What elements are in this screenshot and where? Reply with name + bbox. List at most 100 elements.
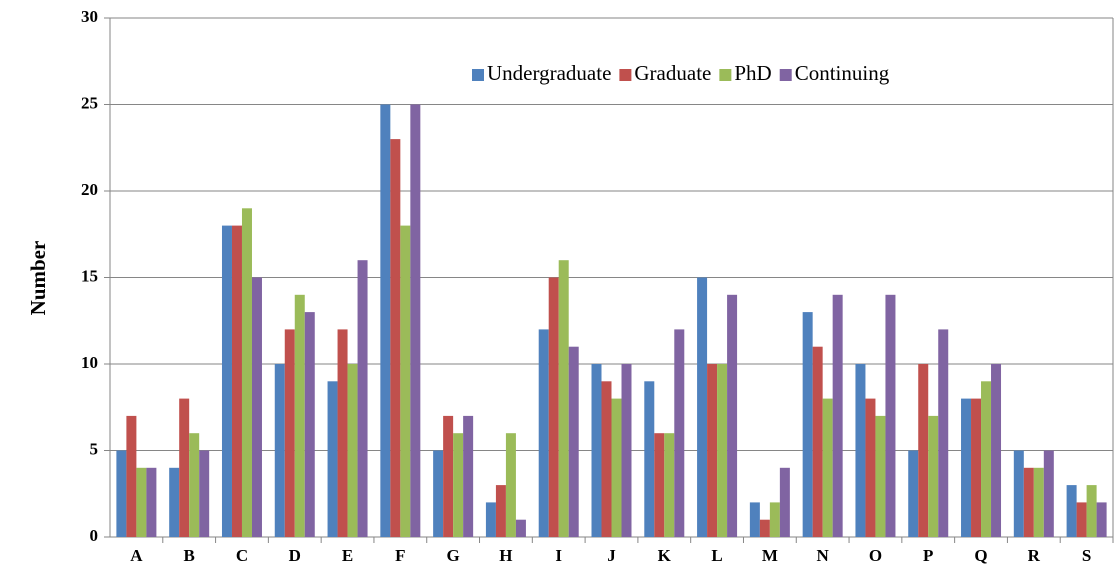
bar bbox=[189, 433, 200, 537]
bar bbox=[717, 364, 728, 537]
bar bbox=[294, 294, 305, 537]
bar bbox=[802, 312, 813, 537]
bar bbox=[347, 364, 358, 537]
bar bbox=[664, 433, 675, 537]
x-tick-label: G bbox=[447, 546, 460, 565]
x-tick-label: D bbox=[289, 546, 301, 565]
y-tick-label: 20 bbox=[81, 180, 98, 199]
bar bbox=[855, 364, 866, 537]
bar bbox=[865, 398, 876, 537]
bar bbox=[169, 467, 180, 537]
bar bbox=[116, 450, 127, 537]
legend-label: Continuing bbox=[795, 61, 890, 85]
bar bbox=[443, 415, 454, 537]
legend-swatch bbox=[472, 69, 484, 81]
y-tick-label: 0 bbox=[90, 526, 99, 545]
x-tick-label: O bbox=[869, 546, 882, 565]
bar bbox=[485, 502, 496, 537]
y-tick-label: 15 bbox=[81, 266, 98, 285]
bar bbox=[463, 415, 474, 537]
bar bbox=[1076, 502, 1087, 537]
bar bbox=[885, 294, 896, 537]
legend-label: Graduate bbox=[634, 61, 711, 85]
bar bbox=[1043, 450, 1054, 537]
bar bbox=[568, 346, 579, 537]
bar bbox=[327, 381, 338, 537]
bar bbox=[759, 519, 770, 537]
legend-swatch bbox=[619, 69, 632, 81]
bar bbox=[908, 450, 919, 537]
legend-swatch bbox=[719, 69, 732, 81]
x-tick-label: R bbox=[1028, 546, 1041, 565]
x-tick-label: J bbox=[607, 546, 616, 565]
y-tick-label: 30 bbox=[81, 7, 98, 26]
bar bbox=[707, 364, 718, 537]
x-tick-label: A bbox=[130, 546, 143, 565]
bar bbox=[697, 277, 708, 537]
bar bbox=[357, 260, 368, 537]
bar bbox=[832, 294, 843, 537]
bar bbox=[981, 381, 992, 537]
x-tick-label: F bbox=[395, 546, 405, 565]
x-tick-label: C bbox=[236, 546, 248, 565]
bar bbox=[136, 467, 147, 537]
legend-label: Undergraduate bbox=[487, 61, 611, 85]
bar bbox=[231, 225, 242, 537]
bar bbox=[1013, 450, 1024, 537]
y-tick-label: 25 bbox=[81, 93, 98, 112]
bar bbox=[179, 398, 190, 537]
bar bbox=[251, 277, 262, 537]
bar bbox=[727, 294, 738, 537]
bar bbox=[221, 225, 232, 537]
bar bbox=[515, 519, 526, 537]
bar bbox=[1033, 467, 1044, 537]
legend-swatch bbox=[779, 69, 792, 81]
bar bbox=[938, 329, 949, 537]
bar bbox=[1096, 502, 1107, 537]
x-tick-label: P bbox=[923, 546, 933, 565]
bar bbox=[1066, 485, 1077, 537]
x-tick-label: E bbox=[342, 546, 353, 565]
x-tick-label: B bbox=[184, 546, 195, 565]
x-tick-label: I bbox=[555, 546, 562, 565]
bar bbox=[1023, 467, 1034, 537]
bar bbox=[505, 433, 516, 537]
bar bbox=[495, 485, 506, 537]
bar bbox=[769, 502, 780, 537]
bar bbox=[390, 139, 401, 537]
bar bbox=[548, 277, 559, 537]
x-tick-label: S bbox=[1082, 546, 1091, 565]
y-tick-label: 10 bbox=[81, 353, 98, 372]
legend-label: PhD bbox=[734, 61, 771, 85]
bar bbox=[601, 381, 612, 537]
bar bbox=[991, 364, 1002, 537]
bar bbox=[918, 364, 929, 537]
x-tick-label: N bbox=[817, 546, 830, 565]
bar bbox=[146, 467, 157, 537]
bar bbox=[126, 415, 137, 537]
bar bbox=[674, 329, 685, 537]
bar bbox=[822, 398, 833, 537]
bar bbox=[558, 260, 569, 537]
x-tick-label: M bbox=[762, 546, 778, 565]
bar bbox=[410, 104, 421, 537]
y-axis-label: Number bbox=[26, 241, 50, 316]
x-tick-label: Q bbox=[974, 546, 987, 565]
bar bbox=[199, 450, 210, 537]
bar bbox=[621, 364, 632, 537]
bar bbox=[591, 364, 602, 537]
bar bbox=[453, 433, 464, 537]
y-tick-label: 5 bbox=[90, 439, 99, 458]
bar bbox=[749, 502, 760, 537]
bar bbox=[928, 415, 939, 537]
bar bbox=[274, 364, 285, 537]
bar bbox=[875, 415, 886, 537]
bar bbox=[779, 467, 790, 537]
x-tick-label: L bbox=[711, 546, 722, 565]
bar bbox=[961, 398, 972, 537]
bar bbox=[971, 398, 982, 537]
bar bbox=[538, 329, 549, 537]
x-tick-label: H bbox=[499, 546, 512, 565]
bar bbox=[284, 329, 295, 537]
